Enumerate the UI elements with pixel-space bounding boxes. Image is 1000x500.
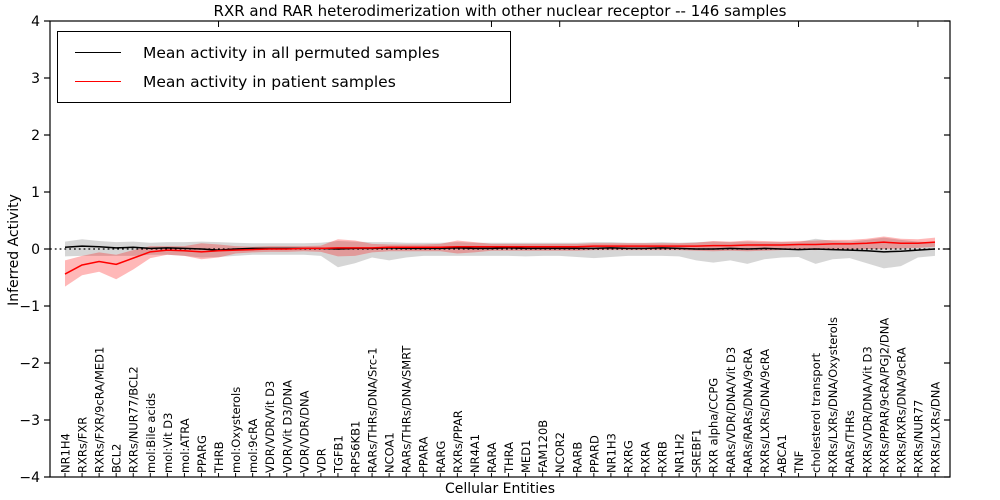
category-label: NCOA1 xyxy=(383,432,397,473)
category-label: ABCA1 xyxy=(775,434,789,473)
category-label: RXRB xyxy=(656,441,670,473)
category-label: RXRs/LXRs/DNA xyxy=(929,382,943,473)
category-label: RXRs/PPAR/9cRA/PGJ2/DNA xyxy=(877,318,891,473)
category-label: RARs/RARs/DNA/9cRA xyxy=(741,348,755,473)
y-tick-label: −4 xyxy=(19,470,40,486)
y-tick-label: −2 xyxy=(19,356,40,372)
category-label: RXRG xyxy=(621,440,635,473)
category-label: VDR xyxy=(314,448,328,473)
category-label: RXRs/FXR xyxy=(76,417,90,473)
category-label: BCL2 xyxy=(110,444,124,473)
category-label: RXRs/FXR/9cRA/MED1 xyxy=(93,347,107,473)
category-label: VDR/VDR/Vit D3 xyxy=(263,381,277,473)
category-label: mol:ATRA xyxy=(178,418,192,473)
category-label: RARB xyxy=(570,442,584,473)
category-label: RXRA xyxy=(639,442,653,473)
category-label: mol:9cRA xyxy=(246,419,260,473)
category-label: NR1H3 xyxy=(604,433,618,473)
legend-item-permuted: Mean activity in all permuted samples xyxy=(58,38,510,67)
category-label: RARs/VDR/DNA/Vit D3 xyxy=(724,347,738,473)
x-axis-label: Cellular Entities xyxy=(444,481,556,497)
category-label: VDR/Vit D3/DNA xyxy=(280,380,294,473)
category-label: RARA xyxy=(485,442,499,473)
category-label: FAM120B xyxy=(536,420,550,473)
category-label: RXRs/PPAR xyxy=(451,410,465,473)
series-line-permuted xyxy=(64,245,936,253)
legend: Mean activity in all permuted samples Me… xyxy=(57,31,511,103)
category-label: mol:Vit D3 xyxy=(161,413,175,473)
y-tick-label: −1 xyxy=(19,299,40,315)
category-label: NCOR2 xyxy=(553,432,567,473)
category-label: RXRs/LXRs/DNA/Oxysterols xyxy=(826,317,840,473)
category-label: PPARG xyxy=(195,435,209,473)
category-label: THRA xyxy=(502,442,516,474)
category-label: RARs/THRs xyxy=(843,410,857,473)
category-label: RARG xyxy=(434,441,448,473)
y-tick-label: 2 xyxy=(31,128,40,144)
legend-label-patient: Mean activity in patient samples xyxy=(143,72,396,91)
category-label: RXRs/NUR77 xyxy=(911,400,925,473)
category-label: THRB xyxy=(212,441,226,474)
series-line-patient xyxy=(64,241,936,275)
patient-line-swatch xyxy=(75,81,121,82)
category-label: RXRs/RXRs/DNA/9cRA xyxy=(894,347,908,473)
category-label: RARs/THRs/DNA/SMRT xyxy=(400,345,414,473)
category-label: NR4A1 xyxy=(468,434,482,473)
category-label: RARs/THRs/DNA/Src-1 xyxy=(366,347,380,473)
category-label: PPARD xyxy=(587,435,601,473)
category-label: RXRs/LXRs/DNA/9cRA xyxy=(758,349,772,473)
y-tick-label: −3 xyxy=(19,413,40,429)
category-label: NR1H2 xyxy=(673,433,687,473)
category-label: RXRs/VDR/DNA/Vit D3 xyxy=(860,346,874,473)
category-label: PPARA xyxy=(417,436,431,473)
y-tick-label: 1 xyxy=(31,185,40,201)
category-label: VDR/VDR/DNA xyxy=(297,390,311,473)
legend-item-patient: Mean activity in patient samples xyxy=(58,67,510,96)
category-label: RPS6KB1 xyxy=(349,421,363,473)
y-tick-label: 3 xyxy=(31,71,40,87)
y-tick-label: 0 xyxy=(31,242,40,258)
category-label: mol:Oxysterols xyxy=(229,387,243,473)
category-label: cholesterol transport xyxy=(809,353,823,473)
category-label: RXR alpha/CCPG xyxy=(707,378,721,473)
category-label: RXRs/NUR77/BCL2 xyxy=(127,366,141,473)
chart-title: RXR and RAR heterodimerization with othe… xyxy=(213,2,787,20)
category-label: mol:Bile acids xyxy=(144,393,158,473)
y-tick-label: 4 xyxy=(31,14,40,30)
category-label: SREBF1 xyxy=(690,429,704,473)
category-label: NR1H4 xyxy=(59,433,73,473)
category-label: TGFB1 xyxy=(331,435,345,474)
permuted-line-swatch xyxy=(75,52,121,53)
category-label: TNF xyxy=(792,451,806,474)
legend-label-permuted: Mean activity in all permuted samples xyxy=(143,43,440,62)
category-label: MED1 xyxy=(519,440,533,473)
